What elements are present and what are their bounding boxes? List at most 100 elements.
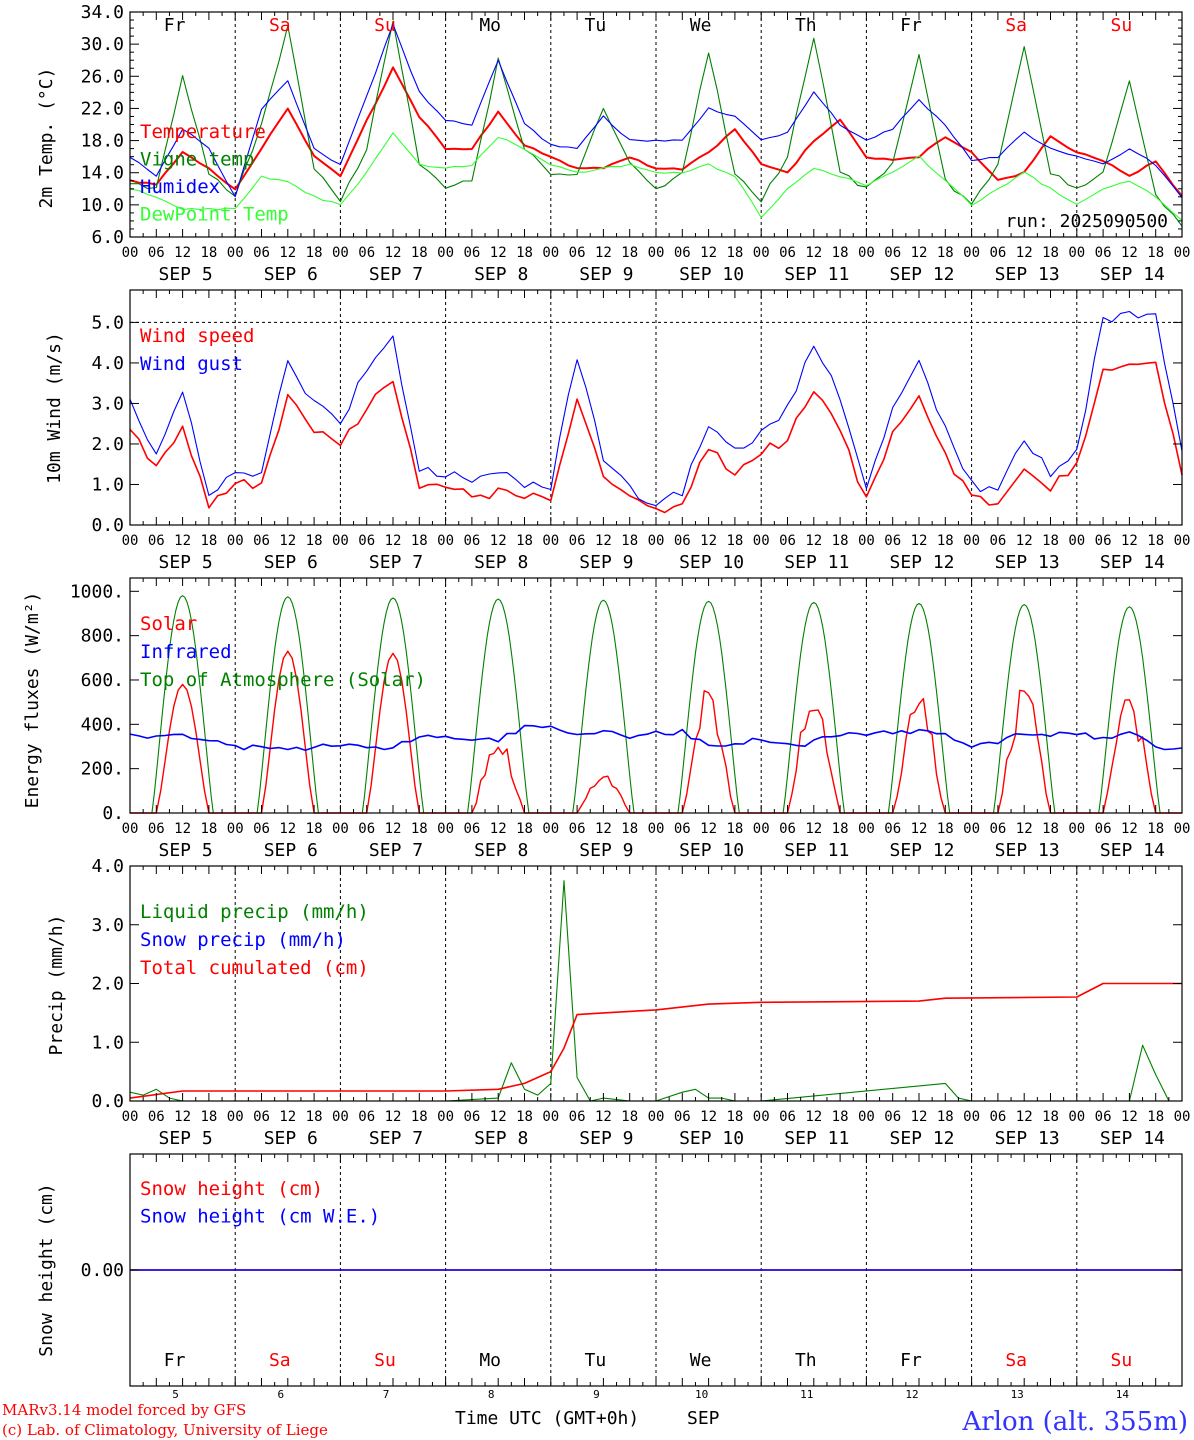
- legend-entry: Infrared: [140, 641, 232, 663]
- x-tick-label: 18: [937, 1109, 954, 1125]
- x-tick-label: 06: [569, 533, 586, 549]
- weekday-label: Mo: [479, 1350, 501, 1371]
- x-tick-label: 06: [148, 245, 165, 261]
- legend-entry: DewPoint Temp: [140, 204, 289, 226]
- day-label: SEP 11: [784, 1128, 849, 1149]
- legend-entry: Top of Atmosphere (Solar): [140, 669, 426, 691]
- weekday-label: Fr: [164, 15, 186, 36]
- x-tick-label: 18: [1147, 821, 1164, 837]
- footer-model-label: MARv3.14 model forced by GFS: [2, 1401, 246, 1419]
- weekday-label: Sa: [269, 1350, 291, 1371]
- legend-entry: Total cumulated (cm): [140, 957, 369, 979]
- x-tick-label: 06: [989, 1109, 1006, 1125]
- day-label: SEP 7: [369, 840, 423, 861]
- x-tick-label: 00: [122, 1109, 139, 1125]
- time-axis-label: Time UTC (GMT+0h): [455, 1408, 639, 1429]
- x-tick-label: 00: [753, 245, 770, 261]
- x-tick-label: 06: [148, 821, 165, 837]
- x-tick-label: 06: [1095, 1109, 1112, 1125]
- x-tick-label: 18: [726, 245, 743, 261]
- x-tick-label: 12: [805, 245, 822, 261]
- x-tick-label: 06: [569, 821, 586, 837]
- x-tick-label: 18: [516, 821, 533, 837]
- x-tick-label: 18: [1042, 821, 1059, 837]
- x-tick-label: 06: [989, 245, 1006, 261]
- legend-entry: Humidex: [140, 176, 220, 198]
- x-tick-label: 18: [726, 821, 743, 837]
- x-tick-label: 06: [884, 1109, 901, 1125]
- x-tick-label: 06: [463, 1109, 480, 1125]
- y-tick-label: 22.0: [81, 98, 124, 119]
- weekday-label: Sa: [269, 15, 291, 36]
- x-tick-label: 18: [832, 245, 849, 261]
- y-axis-label: 2m Temp. (°C): [36, 68, 57, 209]
- legend-entry: Snow height (cm): [140, 1178, 323, 1200]
- x-tick-label: 12: [911, 245, 928, 261]
- x-tick-label: 18: [306, 1109, 323, 1125]
- x-tick-label: 18: [832, 821, 849, 837]
- y-tick-label: 200.: [81, 759, 124, 780]
- day-number-label: 10: [695, 1388, 708, 1401]
- day-number-label: 11: [800, 1388, 813, 1401]
- y-tick-label: 1.0: [91, 1032, 124, 1053]
- day-label: SEP 5: [159, 552, 213, 573]
- x-tick-label: 00: [437, 245, 454, 261]
- x-tick-label: 12: [1016, 533, 1033, 549]
- y-tick-label: 3.0: [91, 915, 124, 936]
- day-label: SEP 13: [995, 552, 1060, 573]
- x-tick-label: 00: [858, 245, 875, 261]
- weekday-label: Th: [795, 1350, 817, 1371]
- x-tick-label: 12: [1016, 1109, 1033, 1125]
- wind-series-line: [129, 310, 1183, 507]
- x-tick-label: 06: [1095, 245, 1112, 261]
- y-tick-label: 18.0: [81, 131, 124, 152]
- y-tick-label: 0.0: [91, 515, 124, 536]
- x-tick-label: 00: [122, 533, 139, 549]
- day-number-label: 9: [593, 1388, 600, 1401]
- x-tick-label: 00: [332, 1109, 349, 1125]
- x-tick-label: 12: [911, 1109, 928, 1125]
- x-tick-label: 00: [858, 533, 875, 549]
- y-tick-label: 600.: [81, 670, 124, 691]
- x-tick-label: 00: [753, 1109, 770, 1125]
- weekday-label: Su: [1111, 15, 1133, 36]
- day-label: SEP 6: [264, 840, 318, 861]
- x-tick-label: 12: [490, 1109, 507, 1125]
- legend-entry: Snow precip (mm/h): [140, 929, 346, 951]
- legend-entry: Solar: [140, 613, 197, 635]
- x-tick-label: 06: [148, 533, 165, 549]
- x-tick-label: 18: [200, 245, 217, 261]
- day-label: SEP 6: [264, 552, 318, 573]
- temperature-series-line: [129, 23, 1183, 198]
- weekday-label: Fr: [164, 1350, 186, 1371]
- y-tick-label: 2.0: [91, 434, 124, 455]
- x-tick-label: 06: [463, 533, 480, 549]
- day-label: SEP 8: [474, 552, 528, 573]
- y-tick-label: 0.00: [81, 1260, 124, 1281]
- x-tick-label: 00: [227, 245, 244, 261]
- y-tick-label: 30.0: [81, 34, 124, 55]
- x-tick-label: 00: [858, 1109, 875, 1125]
- day-label: SEP 12: [889, 552, 954, 573]
- x-tick-label: 12: [805, 821, 822, 837]
- legend-entry: Wind gust: [140, 353, 243, 375]
- y-tick-label: 0.0: [91, 1091, 124, 1112]
- day-label: SEP 8: [474, 1128, 528, 1149]
- x-tick-label: 18: [937, 821, 954, 837]
- footer-copyright: (c) Lab. of Climatology, University of L…: [2, 1421, 328, 1439]
- legend-entry: Snow height (cm W.E.): [140, 1206, 380, 1228]
- day-label: SEP 13: [995, 1128, 1060, 1149]
- day-label: SEP 9: [579, 552, 633, 573]
- x-tick-label: 12: [1121, 533, 1138, 549]
- temperature-series-line: [129, 132, 1183, 221]
- x-tick-label: 06: [569, 245, 586, 261]
- legend-entry: Vigne temp: [140, 149, 254, 171]
- x-tick-label: 00: [1068, 245, 1085, 261]
- x-tick-label: 00: [1174, 533, 1191, 549]
- y-tick-label: 5.0: [91, 312, 124, 333]
- x-tick-label: 00: [122, 245, 139, 261]
- x-tick-label: 00: [648, 533, 665, 549]
- x-tick-label: 18: [516, 1109, 533, 1125]
- x-tick-label: 12: [490, 245, 507, 261]
- day-label: SEP 10: [679, 552, 744, 573]
